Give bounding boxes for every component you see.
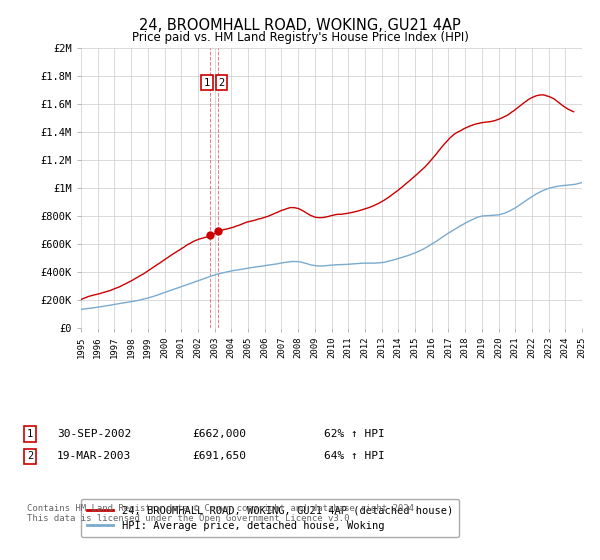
Text: 1: 1: [27, 429, 33, 439]
Text: 64% ↑ HPI: 64% ↑ HPI: [324, 451, 385, 461]
Text: £691,650: £691,650: [192, 451, 246, 461]
Text: 30-SEP-2002: 30-SEP-2002: [57, 429, 131, 439]
Text: Price paid vs. HM Land Registry's House Price Index (HPI): Price paid vs. HM Land Registry's House …: [131, 31, 469, 44]
Text: 62% ↑ HPI: 62% ↑ HPI: [324, 429, 385, 439]
Text: Contains HM Land Registry data © Crown copyright and database right 2024.
This d: Contains HM Land Registry data © Crown c…: [27, 504, 419, 524]
Text: 19-MAR-2003: 19-MAR-2003: [57, 451, 131, 461]
Legend: 24, BROOMHALL ROAD, WOKING, GU21 4AP (detached house), HPI: Average price, detac: 24, BROOMHALL ROAD, WOKING, GU21 4AP (de…: [81, 500, 460, 537]
Text: £662,000: £662,000: [192, 429, 246, 439]
Text: 2: 2: [218, 78, 224, 87]
Text: 2: 2: [27, 451, 33, 461]
Text: 24, BROOMHALL ROAD, WOKING, GU21 4AP: 24, BROOMHALL ROAD, WOKING, GU21 4AP: [139, 18, 461, 33]
Text: 1: 1: [204, 78, 210, 87]
